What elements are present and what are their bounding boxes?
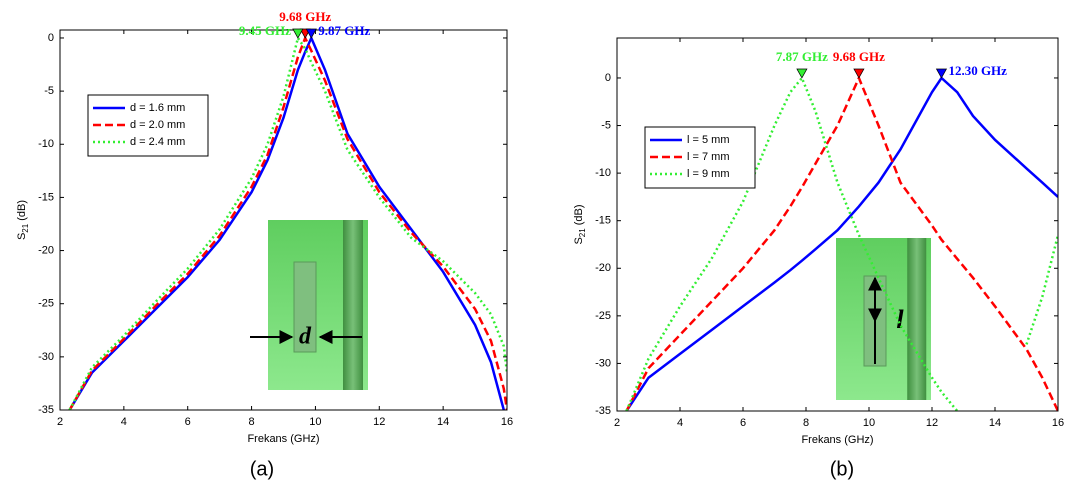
y-tick-label: -20 xyxy=(38,244,54,256)
inset-slot xyxy=(293,261,317,353)
x-tick-label: 4 xyxy=(677,417,683,429)
series-line xyxy=(68,35,507,410)
y-axis-label: S21 (dB) xyxy=(16,200,30,240)
series-line xyxy=(625,76,1058,411)
peak-label: 12.30 GHz xyxy=(948,63,1007,78)
y-tick-label: -5 xyxy=(44,85,54,97)
x-tick-label: 8 xyxy=(803,417,809,429)
y-axis-label: S21 (dB) xyxy=(573,204,587,244)
subplot: 2 4 6 8 10 12 14 16 -35 -30 -25 -20 -15 -10 -5 0 l l = 5 … xyxy=(573,37,1064,480)
x-tick-label: 12 xyxy=(926,417,938,429)
x-tick-label: 12 xyxy=(373,416,385,428)
x-tick-label: 8 xyxy=(249,416,255,428)
x-tick-label: 6 xyxy=(185,416,191,428)
y-tick-label: -30 xyxy=(38,351,54,363)
x-tick-label: 10 xyxy=(309,416,321,428)
peak-label: 7.87 GHz xyxy=(776,49,828,64)
peak-label: 9.87 GHz xyxy=(318,23,370,38)
x-tick-label: 4 xyxy=(121,416,127,428)
axes-frame xyxy=(616,37,1059,412)
x-tick-label: 6 xyxy=(740,417,746,429)
y-tick-label: -10 xyxy=(38,138,54,150)
x-tick-label: 14 xyxy=(437,416,449,428)
y-tick-label: -5 xyxy=(601,119,611,131)
series-line xyxy=(625,75,1058,411)
series-line xyxy=(68,34,506,410)
legend-label: l = 7 mm xyxy=(687,151,729,163)
inset-label: d xyxy=(299,324,312,350)
y-tick-label: 0 xyxy=(48,32,54,44)
peak-marker xyxy=(935,68,948,79)
legend-label: l = 5 mm xyxy=(687,134,729,146)
peak-label: 9.68 GHz xyxy=(833,49,885,64)
y-tick-label: -20 xyxy=(595,262,611,274)
x-axis-label: Frekans (GHz) xyxy=(247,433,319,445)
y-tick-label: -15 xyxy=(38,191,54,203)
legend-label: l = 9 mm xyxy=(687,168,729,180)
legend-label: d = 2.4 mm xyxy=(130,136,185,148)
inset-strip xyxy=(907,238,927,400)
legend-label: d = 2.0 mm xyxy=(130,119,185,131)
y-tick-label: -15 xyxy=(595,215,611,227)
inset-label: l xyxy=(896,305,904,334)
peak-marker xyxy=(853,68,865,79)
peak-marker xyxy=(305,28,317,39)
caption: (b) xyxy=(830,458,854,480)
peak-label: 9.45 GHz xyxy=(239,23,291,38)
subplot: 2 4 6 8 10 12 14 16 -35 -30 -25 -20 -15 -10 -5 0 d d = 1.… xyxy=(16,9,513,480)
x-tick-label: 10 xyxy=(863,417,875,429)
y-tick-label: -30 xyxy=(595,357,611,369)
legend-label: d = 1.6 mm xyxy=(130,102,185,114)
y-tick-label: -35 xyxy=(595,405,611,417)
inset-strip xyxy=(343,220,363,390)
y-tick-label: -35 xyxy=(38,404,54,416)
y-tick-label: -25 xyxy=(38,298,54,310)
x-tick-label: 16 xyxy=(1052,417,1064,429)
axes-frame xyxy=(59,29,508,411)
x-tick-label: 16 xyxy=(501,416,513,428)
peak-marker xyxy=(796,68,808,79)
y-tick-label: 0 xyxy=(605,72,611,84)
peak-marker xyxy=(292,28,304,39)
x-tick-label: 14 xyxy=(989,417,1001,429)
caption: (a) xyxy=(250,458,274,480)
y-tick-label: -25 xyxy=(595,310,611,322)
x-tick-label: 2 xyxy=(614,417,620,429)
y-tick-label: -10 xyxy=(595,167,611,179)
x-tick-label: 2 xyxy=(57,416,63,428)
peak-label: 9.68 GHz xyxy=(279,9,331,24)
x-axis-label: Frekans (GHz) xyxy=(801,434,873,446)
